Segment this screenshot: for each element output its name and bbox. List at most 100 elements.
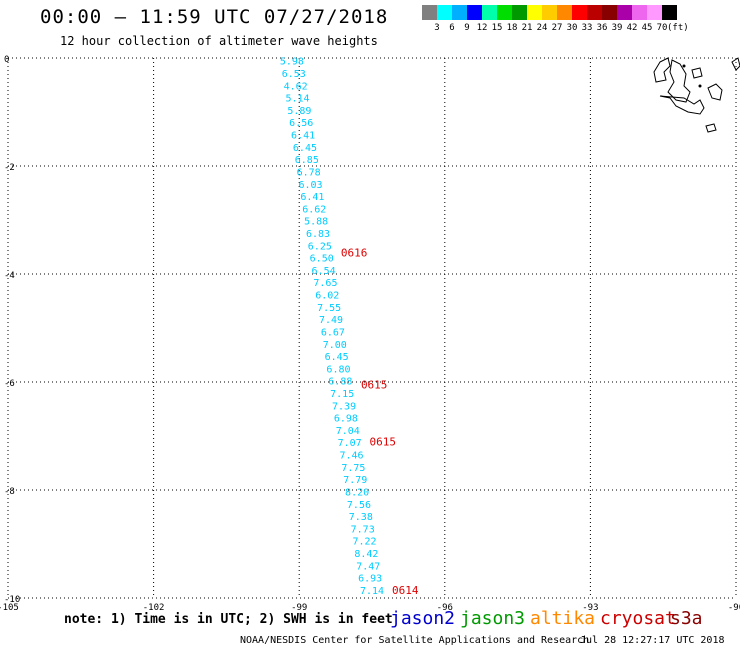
swh-value: 7.79 <box>343 475 367 486</box>
swh-value: 6.25 <box>308 241 332 252</box>
colorbar-label: 33 <box>581 23 593 33</box>
colorbar-label: 3 <box>434 23 440 33</box>
colorbar-swatch <box>497 5 512 20</box>
colorbar-swatch <box>602 5 617 20</box>
altimeter-track: 5.986.534.625.145.896.566.416.456.856.78… <box>280 57 384 597</box>
colorbar-swatch <box>422 5 437 20</box>
colorbar-swatch <box>617 5 632 20</box>
swh-value: 7.56 <box>347 500 371 511</box>
island-outline <box>731 57 740 71</box>
island-outline <box>691 67 703 79</box>
swh-value: 5.98 <box>280 57 304 68</box>
colorbar-swatch <box>557 5 572 20</box>
colorbar-swatch <box>437 5 452 20</box>
island-outline <box>667 59 691 103</box>
colorbar-swatch <box>662 5 677 20</box>
swh-value: 7.38 <box>349 512 373 523</box>
island-outline <box>653 57 671 83</box>
swh-value: 6.45 <box>293 143 317 154</box>
swh-value: 7.55 <box>317 303 341 314</box>
swh-value: 7.49 <box>319 315 343 326</box>
swh-value: 6.41 <box>291 131 315 142</box>
swh-value: 5.88 <box>304 217 328 228</box>
swh-value: 6.80 <box>326 364 350 375</box>
colorbar-label: 21 <box>521 23 533 33</box>
colorbar-label: 36 <box>596 23 608 33</box>
legend-altika: altika <box>530 608 596 629</box>
time-label: 0616 <box>341 246 368 259</box>
colorbar-swatch <box>647 5 662 20</box>
swh-value: 7.75 <box>341 463 365 474</box>
units-note: note: 1) Time is in UTC; 2) SWH is in fe… <box>64 612 393 627</box>
swh-value: 6.83 <box>306 229 330 240</box>
x-tick-label: -102 <box>143 603 165 613</box>
swh-value: 7.07 <box>338 438 362 449</box>
swh-value: 7.47 <box>356 561 380 572</box>
y-tick-label: -2 <box>4 163 15 173</box>
y-tick-label: 0 <box>4 55 9 65</box>
colorbar-swatch <box>632 5 647 20</box>
colorbar-swatch <box>527 5 542 20</box>
colorbar-swatch <box>572 5 587 20</box>
map-title: 00:00 – 11:59 UTC 07/27/2018 <box>40 6 389 28</box>
y-tick-label: -6 <box>4 379 15 389</box>
colorbar-label: 27 <box>551 23 563 33</box>
swh-value: 6.53 <box>282 69 306 80</box>
legend-s3a: s3a <box>670 608 703 629</box>
colorbar-label: 12 <box>476 23 488 33</box>
time-labels: 0616 0615 0615 0614 <box>341 246 419 597</box>
swh-value: 6.88 <box>328 377 352 388</box>
swh-value: 7.04 <box>336 426 360 437</box>
swh-value: 6.62 <box>302 204 326 215</box>
colorbar-swatch <box>542 5 557 20</box>
colorbar-swatch <box>512 5 527 20</box>
map-subtitle: 12 hour collection of altimeter wave hei… <box>60 34 378 48</box>
colorbar-label: 24 <box>536 23 548 33</box>
swh-value: 6.78 <box>297 167 321 178</box>
x-tick-label: -96 <box>437 603 453 613</box>
swh-value: 7.73 <box>351 524 375 535</box>
swh-value: 7.14 <box>360 586 384 597</box>
swh-value: 6.56 <box>289 118 313 129</box>
islet <box>698 84 702 88</box>
swh-value: 7.46 <box>339 451 363 462</box>
swh-value: 5.89 <box>287 106 311 117</box>
x-tick-label: -105 <box>0 603 19 613</box>
swh-value: 7.39 <box>332 401 356 412</box>
swh-value: 6.50 <box>310 254 334 265</box>
swh-value: 7.00 <box>323 340 347 351</box>
swh-value: 8.42 <box>354 549 378 560</box>
colorbar-swatch <box>482 5 497 20</box>
colorbar-label: 45 <box>641 23 653 33</box>
y-tick-label: -4 <box>4 271 15 281</box>
x-tick-label: -99 <box>291 603 307 613</box>
colorbar-swatch <box>452 5 467 20</box>
swh-value: 7.65 <box>313 278 337 289</box>
swh-value: 6.41 <box>300 192 324 203</box>
island-outline <box>707 83 723 101</box>
galapagos-islands <box>653 57 740 133</box>
colorbar-label: 42 <box>626 23 638 33</box>
map-grid: -105 -102 -99 -96 -93 -90 0 -2 -4 -6 -8 -10 <box>0 55 740 613</box>
swh-value: 6.85 <box>295 155 319 166</box>
credit-footer: NOAA/NESDIS Center for Satellite Applica… <box>240 635 590 646</box>
time-label: 0614 <box>392 584 419 597</box>
generated-timestamp: Jul 28 12:27:17 UTC 2018 <box>580 635 725 646</box>
legend-jason2: jason2 <box>390 608 456 629</box>
colorbar-swatch <box>467 5 482 20</box>
colorbar-label: 18 <box>506 23 518 33</box>
swh-value: 7.22 <box>353 537 377 548</box>
colorbar-label: (ft) <box>667 23 689 33</box>
swh-value: 5.14 <box>285 94 309 105</box>
y-tick-label: -10 <box>4 595 20 605</box>
swh-value: 4.62 <box>284 81 308 92</box>
swh-value: 6.54 <box>312 266 336 277</box>
swh-value: 6.98 <box>334 414 358 425</box>
x-tick-label: -93 <box>582 603 598 613</box>
colorbar-label: 39 <box>611 23 623 33</box>
swh-value: 6.93 <box>358 574 382 585</box>
colorbar-label: 70 <box>656 23 668 33</box>
y-tick-label: -8 <box>4 487 15 497</box>
legend-cryosat: cryosat <box>600 608 676 629</box>
